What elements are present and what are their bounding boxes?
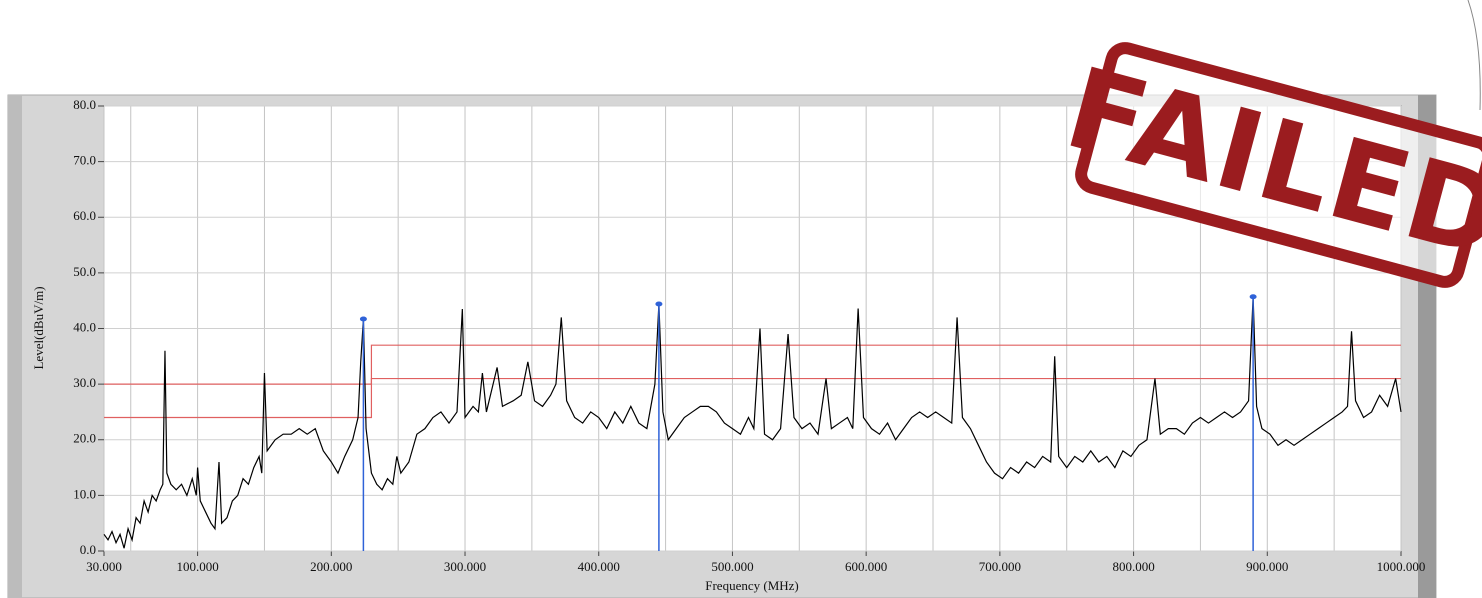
y-tick-label: 80.0 xyxy=(73,97,96,112)
x-tick-label: 30.000 xyxy=(86,559,122,574)
panel-edge xyxy=(8,95,22,598)
x-tick-label: 800.000 xyxy=(1112,559,1154,574)
x-tick-label: 300.000 xyxy=(444,559,486,574)
page-curl xyxy=(1468,0,1480,110)
marker-point xyxy=(360,317,367,322)
page: Level(dBuV/m) Frequency (MHz) 30.000 100.… xyxy=(0,0,1482,598)
y-tick-label: 60.0 xyxy=(73,208,96,223)
marker-point xyxy=(655,302,662,307)
y-tick-label: 30.0 xyxy=(73,375,96,390)
y-tick-label: 40.0 xyxy=(73,319,96,334)
chart: Level(dBuV/m) Frequency (MHz) 30.000 100.… xyxy=(0,0,1482,598)
marker-point xyxy=(1250,294,1257,299)
x-axis-label: Frequency (MHz) xyxy=(705,578,799,593)
y-tick-label: 20.0 xyxy=(73,431,96,446)
x-tick-label: 100.000 xyxy=(176,559,218,574)
x-tick-label: 600.000 xyxy=(845,559,887,574)
x-tick-label: 700.000 xyxy=(979,559,1021,574)
y-tick-label: 0.0 xyxy=(80,542,96,557)
y-axis-label: Level(dBuV/m) xyxy=(31,286,46,369)
x-tick-label: 1000.000 xyxy=(1377,559,1426,574)
y-tick-label: 70.0 xyxy=(73,153,96,168)
x-tick-label: 500.000 xyxy=(711,559,753,574)
x-tick-label: 200.000 xyxy=(310,559,352,574)
x-tick-label: 400.000 xyxy=(578,559,620,574)
x-tick-label: 900.000 xyxy=(1246,559,1288,574)
y-tick-label: 10.0 xyxy=(73,486,96,501)
y-tick-label: 50.0 xyxy=(73,264,96,279)
